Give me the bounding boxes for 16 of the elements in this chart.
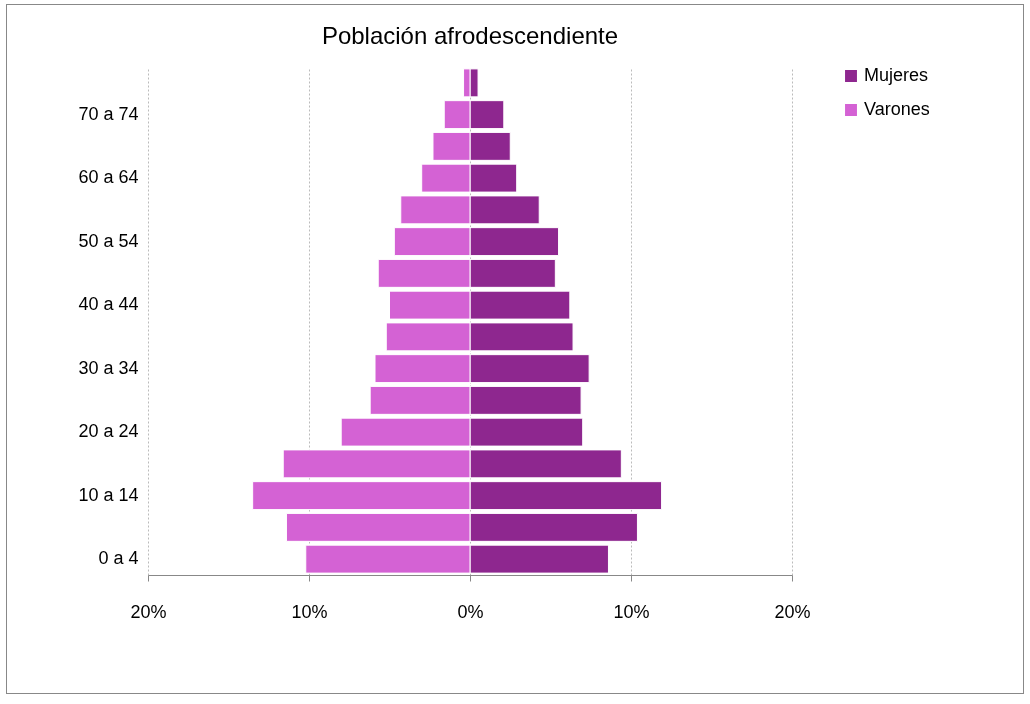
x-tick-label: 0% <box>457 601 484 622</box>
y-tick-label: 10 a 14 <box>78 484 139 505</box>
legend-label: Varones <box>864 99 930 119</box>
y-tick-label: 50 a 54 <box>78 230 139 251</box>
x-tick-label: 20% <box>130 601 167 622</box>
y-tick-label: 0 a 4 <box>98 548 139 569</box>
y-tick-label: 40 a 44 <box>78 294 139 315</box>
chart-title: Población afrodescendiente <box>321 22 619 49</box>
y-tick-label: 30 a 34 <box>78 357 139 378</box>
y-tick-label: 70 a 74 <box>78 103 139 124</box>
y-tick-label: 60 a 64 <box>78 167 139 188</box>
x-tick-label: 20% <box>774 601 811 622</box>
y-tick-label: 20 a 24 <box>78 421 139 442</box>
x-tick-label: 10% <box>291 601 328 622</box>
x-tick-label: 10% <box>613 601 650 622</box>
legend-label: Mujeres <box>864 65 929 85</box>
